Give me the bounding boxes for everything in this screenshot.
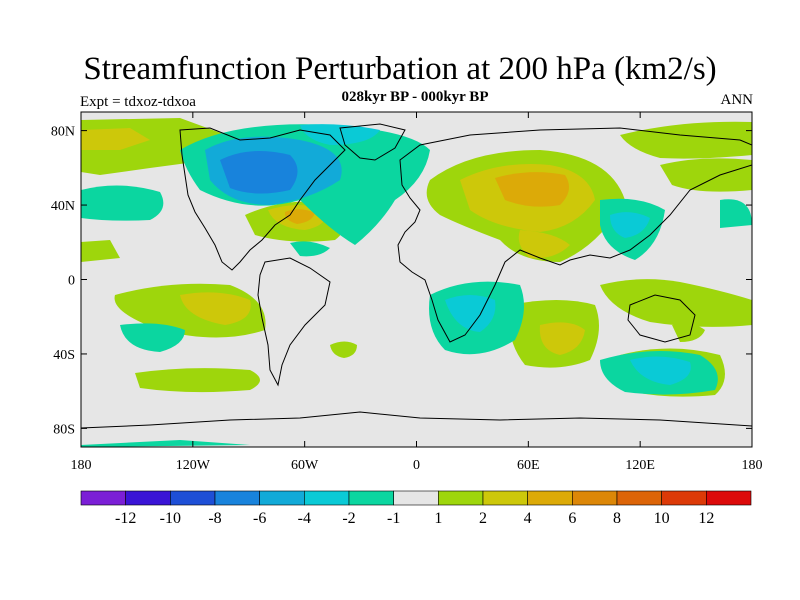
colorbar-boxes [80, 490, 752, 506]
lat-tick-label: 40N [51, 199, 75, 214]
colorbar-box-4 [259, 490, 305, 506]
contour-fill-ne-pacific-west-edge [81, 240, 120, 262]
colorbar-label: 4 [524, 510, 532, 527]
lon-tick-label: 180 [71, 458, 92, 473]
contour-fill-north-pacific [81, 185, 164, 221]
colorbar-box-2 [170, 490, 216, 506]
colorbar-label: -10 [160, 510, 181, 527]
colorbar-box-11 [572, 490, 618, 506]
colorbar-box-7 [393, 490, 439, 506]
lon-axis: 180 120W 60W 0 60E 120E 180 [71, 112, 763, 473]
lat-axis: 80N 40N 0 40S 80S [51, 125, 752, 437]
plot-subtitle: 028kyr BP - 000kyr BP [341, 89, 489, 105]
contour-fill-cape-horn [330, 341, 357, 358]
lon-tick-label: 120E [625, 458, 655, 473]
colorbar-label: 6 [568, 510, 576, 527]
season-label: ANN [720, 92, 754, 108]
colorbar-box-13 [661, 490, 707, 506]
contour-fill-canada-core [220, 151, 298, 194]
map-panel: 80N 40N 0 40S 80S 180 120W 60W 0 60E 120E 180 [51, 111, 763, 473]
colorbar-box-14 [706, 490, 752, 506]
lat-tick-label: 80N [51, 125, 75, 140]
lon-tick-label: 180 [742, 458, 763, 473]
colorbar-label: 8 [613, 510, 621, 527]
colorbar-label: -12 [115, 510, 136, 527]
colorbar-label: -2 [342, 510, 355, 527]
contour-fill-south-america-east [290, 241, 330, 257]
contour-fill-pacific-subtropic [180, 292, 251, 325]
plot-title: Streamfunction Perturbation at 200 hPa (… [83, 51, 717, 87]
colorbar-label: 12 [698, 510, 714, 527]
contour-fills [81, 118, 752, 447]
lon-tick-label: 0 [413, 458, 420, 473]
coastline-australia [627, 294, 696, 343]
lat-tick-label: 0 [68, 274, 75, 289]
contour-fill-arctic-east [620, 121, 752, 159]
contour-fill-far-east-band [600, 279, 752, 327]
coastline-africa-eurasia [397, 127, 752, 343]
lon-tick-label: 60W [291, 458, 319, 473]
contour-fill-south-pacific [120, 323, 185, 352]
contour-fill-atlantic-core [284, 209, 315, 224]
colorbar-box-8 [438, 490, 484, 506]
colorbar-label: -6 [253, 510, 266, 527]
coastline-south-america [257, 257, 331, 387]
contour-fill-north-pacific-west [660, 158, 752, 192]
colorbar-label: -8 [208, 510, 221, 527]
contour-fill-south-africa-core [445, 295, 496, 332]
colorbar-box-6 [348, 490, 394, 506]
contour-fill-central-asia [495, 172, 569, 207]
experiment-label: Expt = tdxoz-tdxoa [80, 94, 196, 110]
contour-fill-indian-ocean-south [539, 322, 585, 355]
contour-fill-s-pacific-band [135, 368, 260, 393]
contour-fill-arctic-cyan [300, 124, 380, 145]
lat-tick-label: 40S [53, 348, 75, 363]
colorbar-label: -1 [387, 510, 400, 527]
lat-tick-label: 80S [53, 422, 75, 437]
lon-tick-label: 60E [517, 458, 540, 473]
coastline-greenland [339, 123, 406, 161]
colorbar-box-5 [304, 490, 350, 506]
contour-fill-australia-core [630, 356, 691, 385]
colorbar-box-0 [80, 490, 126, 506]
colorbar-label: 10 [654, 510, 670, 527]
colorbar-box-12 [616, 490, 662, 506]
contour-fill-east-edge [720, 199, 752, 228]
coastline-north-america [179, 127, 346, 271]
colorbar-box-9 [482, 490, 528, 506]
colorbar-label: 1 [434, 510, 442, 527]
colorbar-box-3 [214, 490, 260, 506]
contour-fill-antarctic-edge [81, 440, 250, 447]
colorbar-label: -4 [298, 510, 311, 527]
colorbar: -12 -10 -8 -6 -4 -2 -1 1 2 4 6 8 10 12 [80, 490, 752, 527]
colorbar-box-1 [125, 490, 171, 506]
coastlines [81, 123, 752, 429]
coastline-antarctica [81, 411, 752, 429]
lon-tick-label: 120W [176, 458, 211, 473]
colorbar-label: 2 [479, 510, 487, 527]
contour-fill-china-region [518, 230, 570, 259]
colorbar-labels: -12 -10 -8 -6 -4 -2 -1 1 2 4 6 8 10 12 [115, 510, 714, 527]
contour-fill-west-pacific-cyan [610, 212, 650, 238]
contour-fill-arctic-north [81, 128, 150, 150]
colorbar-box-10 [527, 490, 573, 506]
